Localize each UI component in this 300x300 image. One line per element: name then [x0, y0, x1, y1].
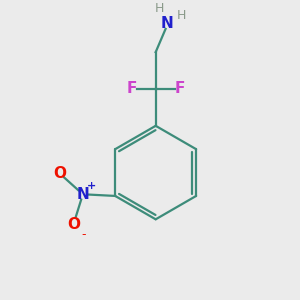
Text: N: N [76, 187, 89, 202]
Text: F: F [175, 82, 185, 97]
Text: -: - [81, 228, 85, 241]
Text: O: O [68, 217, 81, 232]
Text: N: N [160, 16, 173, 31]
Text: O: O [53, 166, 66, 181]
Text: F: F [126, 82, 137, 97]
Text: H: H [155, 2, 165, 15]
Text: +: + [86, 181, 96, 191]
Text: H: H [176, 9, 186, 22]
